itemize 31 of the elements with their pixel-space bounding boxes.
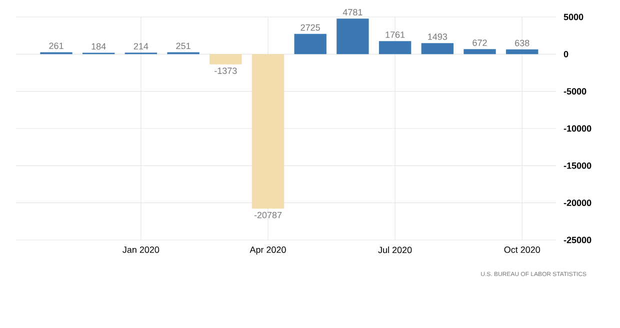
y-tick-label: -20000 xyxy=(564,200,592,206)
y-tick-label: 0 xyxy=(564,50,568,58)
bar xyxy=(294,34,326,54)
data-label: 638 xyxy=(515,40,530,46)
y-tick-label: -5000 xyxy=(564,88,586,95)
y-tick-label: -25000 xyxy=(564,236,592,244)
x-tick-label: Oct 2020 xyxy=(504,246,540,253)
bar xyxy=(421,43,454,54)
x-tick-label: Jul 2020 xyxy=(378,246,412,254)
data-label: 1761 xyxy=(386,31,405,38)
data-label: 261 xyxy=(49,42,64,50)
x-tick-label: Jan 2020 xyxy=(122,246,160,253)
y-tick-label: 5000 xyxy=(564,14,584,20)
bar xyxy=(210,54,242,64)
data-label: 214 xyxy=(134,43,148,50)
data-label: -20787 xyxy=(254,212,282,218)
y-tick-label: -10000 xyxy=(564,125,592,132)
x-tick-label: Apr 2020 xyxy=(250,246,286,255)
data-label: 672 xyxy=(472,40,487,46)
bar xyxy=(336,18,369,54)
y-tick-label: -15000 xyxy=(564,162,592,169)
data-label: 2725 xyxy=(300,24,320,31)
bar xyxy=(252,54,284,209)
data-label: -1373 xyxy=(214,68,237,74)
bar xyxy=(506,49,538,54)
data-label: 1493 xyxy=(428,33,448,40)
data-label: 184 xyxy=(92,43,106,50)
data-label: 251 xyxy=(176,42,190,50)
data-label: 4781 xyxy=(342,9,362,16)
bar xyxy=(378,41,412,54)
bar xyxy=(464,49,496,54)
